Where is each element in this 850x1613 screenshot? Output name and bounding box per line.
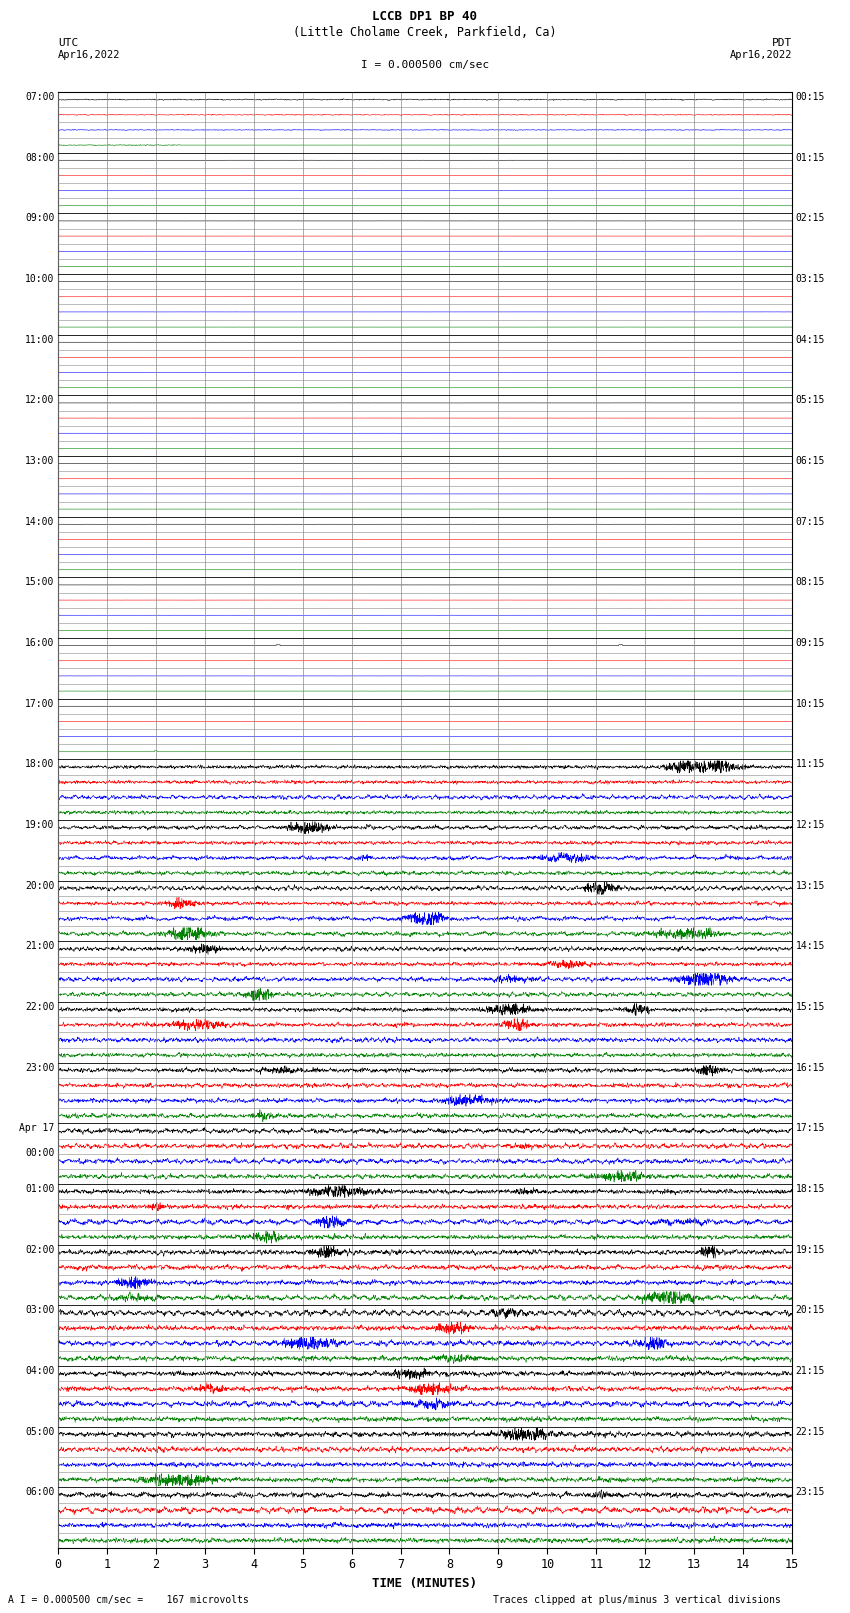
Text: Apr 17: Apr 17	[20, 1123, 54, 1134]
Text: 13:00: 13:00	[26, 456, 54, 466]
Text: 07:00: 07:00	[26, 92, 54, 102]
Text: A I = 0.000500 cm/sec =    167 microvolts: A I = 0.000500 cm/sec = 167 microvolts	[8, 1595, 249, 1605]
Text: 22:15: 22:15	[796, 1426, 824, 1437]
Text: 20:00: 20:00	[26, 881, 54, 890]
Text: 10:15: 10:15	[796, 698, 824, 708]
Text: 05:00: 05:00	[26, 1426, 54, 1437]
Text: 15:15: 15:15	[796, 1002, 824, 1011]
Text: 02:00: 02:00	[26, 1245, 54, 1255]
Text: 23:00: 23:00	[26, 1063, 54, 1073]
Text: 11:15: 11:15	[796, 760, 824, 769]
Text: 21:15: 21:15	[796, 1366, 824, 1376]
Text: 14:15: 14:15	[796, 942, 824, 952]
Text: 00:15: 00:15	[796, 92, 824, 102]
Text: 04:00: 04:00	[26, 1366, 54, 1376]
Text: 03:00: 03:00	[26, 1305, 54, 1315]
Text: 08:00: 08:00	[26, 153, 54, 163]
Text: 10:00: 10:00	[26, 274, 54, 284]
Text: 22:00: 22:00	[26, 1002, 54, 1011]
Text: 04:15: 04:15	[796, 334, 824, 345]
Text: UTC: UTC	[58, 39, 78, 48]
Text: 12:00: 12:00	[26, 395, 54, 405]
Text: 23:15: 23:15	[796, 1487, 824, 1497]
Text: 09:15: 09:15	[796, 639, 824, 648]
Text: 14:00: 14:00	[26, 516, 54, 527]
Text: 01:15: 01:15	[796, 153, 824, 163]
Text: (Little Cholame Creek, Parkfield, Ca): (Little Cholame Creek, Parkfield, Ca)	[293, 26, 557, 39]
Text: 05:15: 05:15	[796, 395, 824, 405]
Text: 09:00: 09:00	[26, 213, 54, 223]
Text: PDT: PDT	[772, 39, 792, 48]
Text: LCCB DP1 BP 40: LCCB DP1 BP 40	[372, 10, 478, 23]
Text: 08:15: 08:15	[796, 577, 824, 587]
Text: 21:00: 21:00	[26, 942, 54, 952]
Text: 15:00: 15:00	[26, 577, 54, 587]
Text: 12:15: 12:15	[796, 819, 824, 831]
Text: 11:00: 11:00	[26, 334, 54, 345]
Text: 16:15: 16:15	[796, 1063, 824, 1073]
Text: Traces clipped at plus/minus 3 vertical divisions: Traces clipped at plus/minus 3 vertical …	[493, 1595, 781, 1605]
Text: Apr16,2022: Apr16,2022	[58, 50, 121, 60]
Text: 06:00: 06:00	[26, 1487, 54, 1497]
Text: 13:15: 13:15	[796, 881, 824, 890]
Text: 17:00: 17:00	[26, 698, 54, 708]
Text: 18:15: 18:15	[796, 1184, 824, 1194]
X-axis label: TIME (MINUTES): TIME (MINUTES)	[372, 1578, 478, 1590]
Text: 00:00: 00:00	[26, 1147, 54, 1158]
Text: 17:15: 17:15	[796, 1123, 824, 1134]
Text: 01:00: 01:00	[26, 1184, 54, 1194]
Text: 19:15: 19:15	[796, 1245, 824, 1255]
Text: Apr16,2022: Apr16,2022	[729, 50, 792, 60]
Text: I = 0.000500 cm/sec: I = 0.000500 cm/sec	[361, 60, 489, 69]
Text: 16:00: 16:00	[26, 639, 54, 648]
Text: 07:15: 07:15	[796, 516, 824, 527]
Text: 20:15: 20:15	[796, 1305, 824, 1315]
Text: 19:00: 19:00	[26, 819, 54, 831]
Text: 02:15: 02:15	[796, 213, 824, 223]
Text: 06:15: 06:15	[796, 456, 824, 466]
Text: 18:00: 18:00	[26, 760, 54, 769]
Text: 03:15: 03:15	[796, 274, 824, 284]
